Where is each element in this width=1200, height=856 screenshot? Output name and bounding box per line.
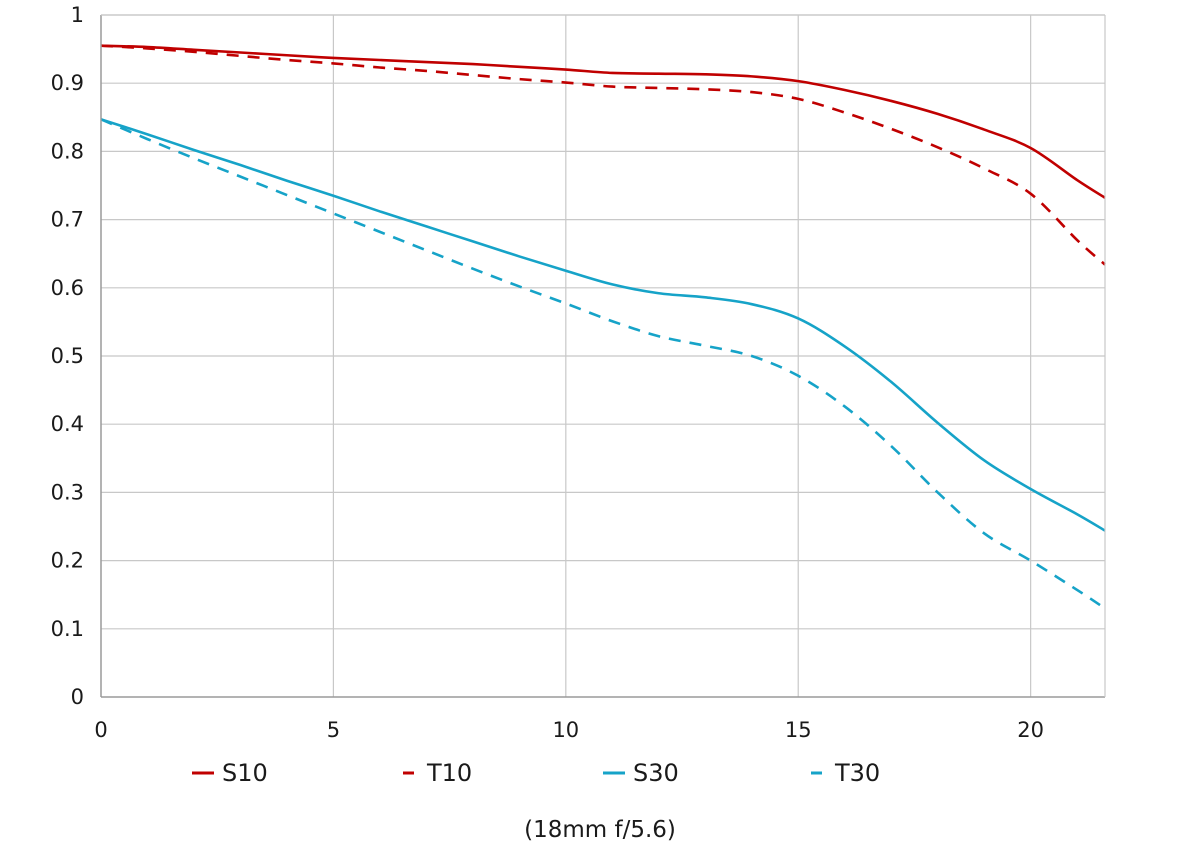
legend-label-t30: T30 xyxy=(834,759,880,787)
y-tick-label: 0.1 xyxy=(51,617,84,641)
y-tick-label: 0 xyxy=(71,685,84,709)
legend: S10 T10 S30 T30 xyxy=(192,759,880,787)
y-tick-label: 0.9 xyxy=(51,71,84,95)
y-tick-label: 0.6 xyxy=(51,276,84,300)
y-axis-tick-labels: 0 0.1 0.2 0.3 0.4 0.5 0.6 0.7 0.8 0.9 1 xyxy=(51,3,84,709)
legend-label-s10: S10 xyxy=(222,759,268,787)
x-tick-label: 15 xyxy=(785,718,812,742)
axis-frame xyxy=(100,14,1106,698)
x-axis-tick-labels: 0 5 10 15 20 xyxy=(94,718,1044,742)
legend-label-t10: T10 xyxy=(426,759,472,787)
y-tick-label: 1 xyxy=(71,3,84,27)
series-line-t30 xyxy=(100,118,1106,610)
y-tick-label: 0.2 xyxy=(51,549,84,573)
y-tick-label: 0.3 xyxy=(51,480,84,504)
series-line-s30 xyxy=(100,118,1106,532)
x-tick-label: 5 xyxy=(327,718,340,742)
x-tick-label: 20 xyxy=(1017,718,1044,742)
series-line-s10 xyxy=(100,44,1106,199)
grid-lines xyxy=(101,14,1105,697)
legend-label-s30: S30 xyxy=(633,759,679,787)
x-tick-label: 10 xyxy=(552,718,579,742)
y-tick-label: 0.4 xyxy=(51,412,84,436)
chart-caption: (18mm f/5.6) xyxy=(524,817,676,843)
series-lines xyxy=(100,44,1106,610)
series-line-t10 xyxy=(100,44,1106,266)
y-tick-label: 0.8 xyxy=(51,139,84,163)
y-tick-label: 0.7 xyxy=(51,208,84,232)
x-tick-label: 0 xyxy=(94,718,107,742)
y-tick-label: 0.5 xyxy=(51,344,84,368)
